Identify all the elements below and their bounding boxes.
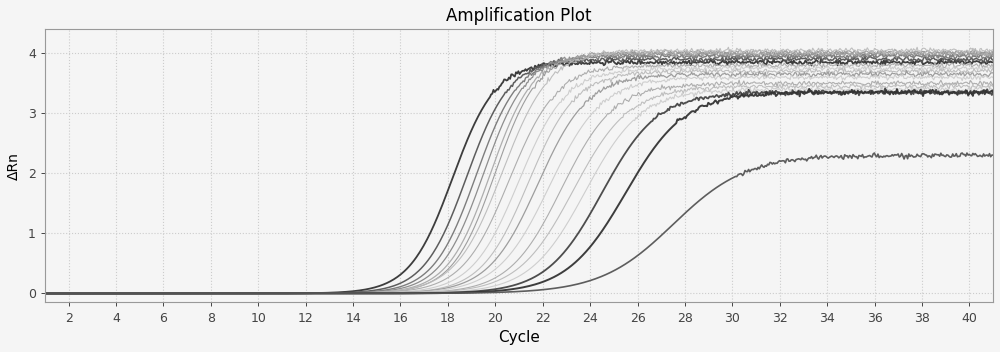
X-axis label: Cycle: Cycle	[498, 330, 540, 345]
Y-axis label: ΔRn: ΔRn	[7, 152, 21, 180]
Title: Amplification Plot: Amplification Plot	[446, 7, 592, 25]
